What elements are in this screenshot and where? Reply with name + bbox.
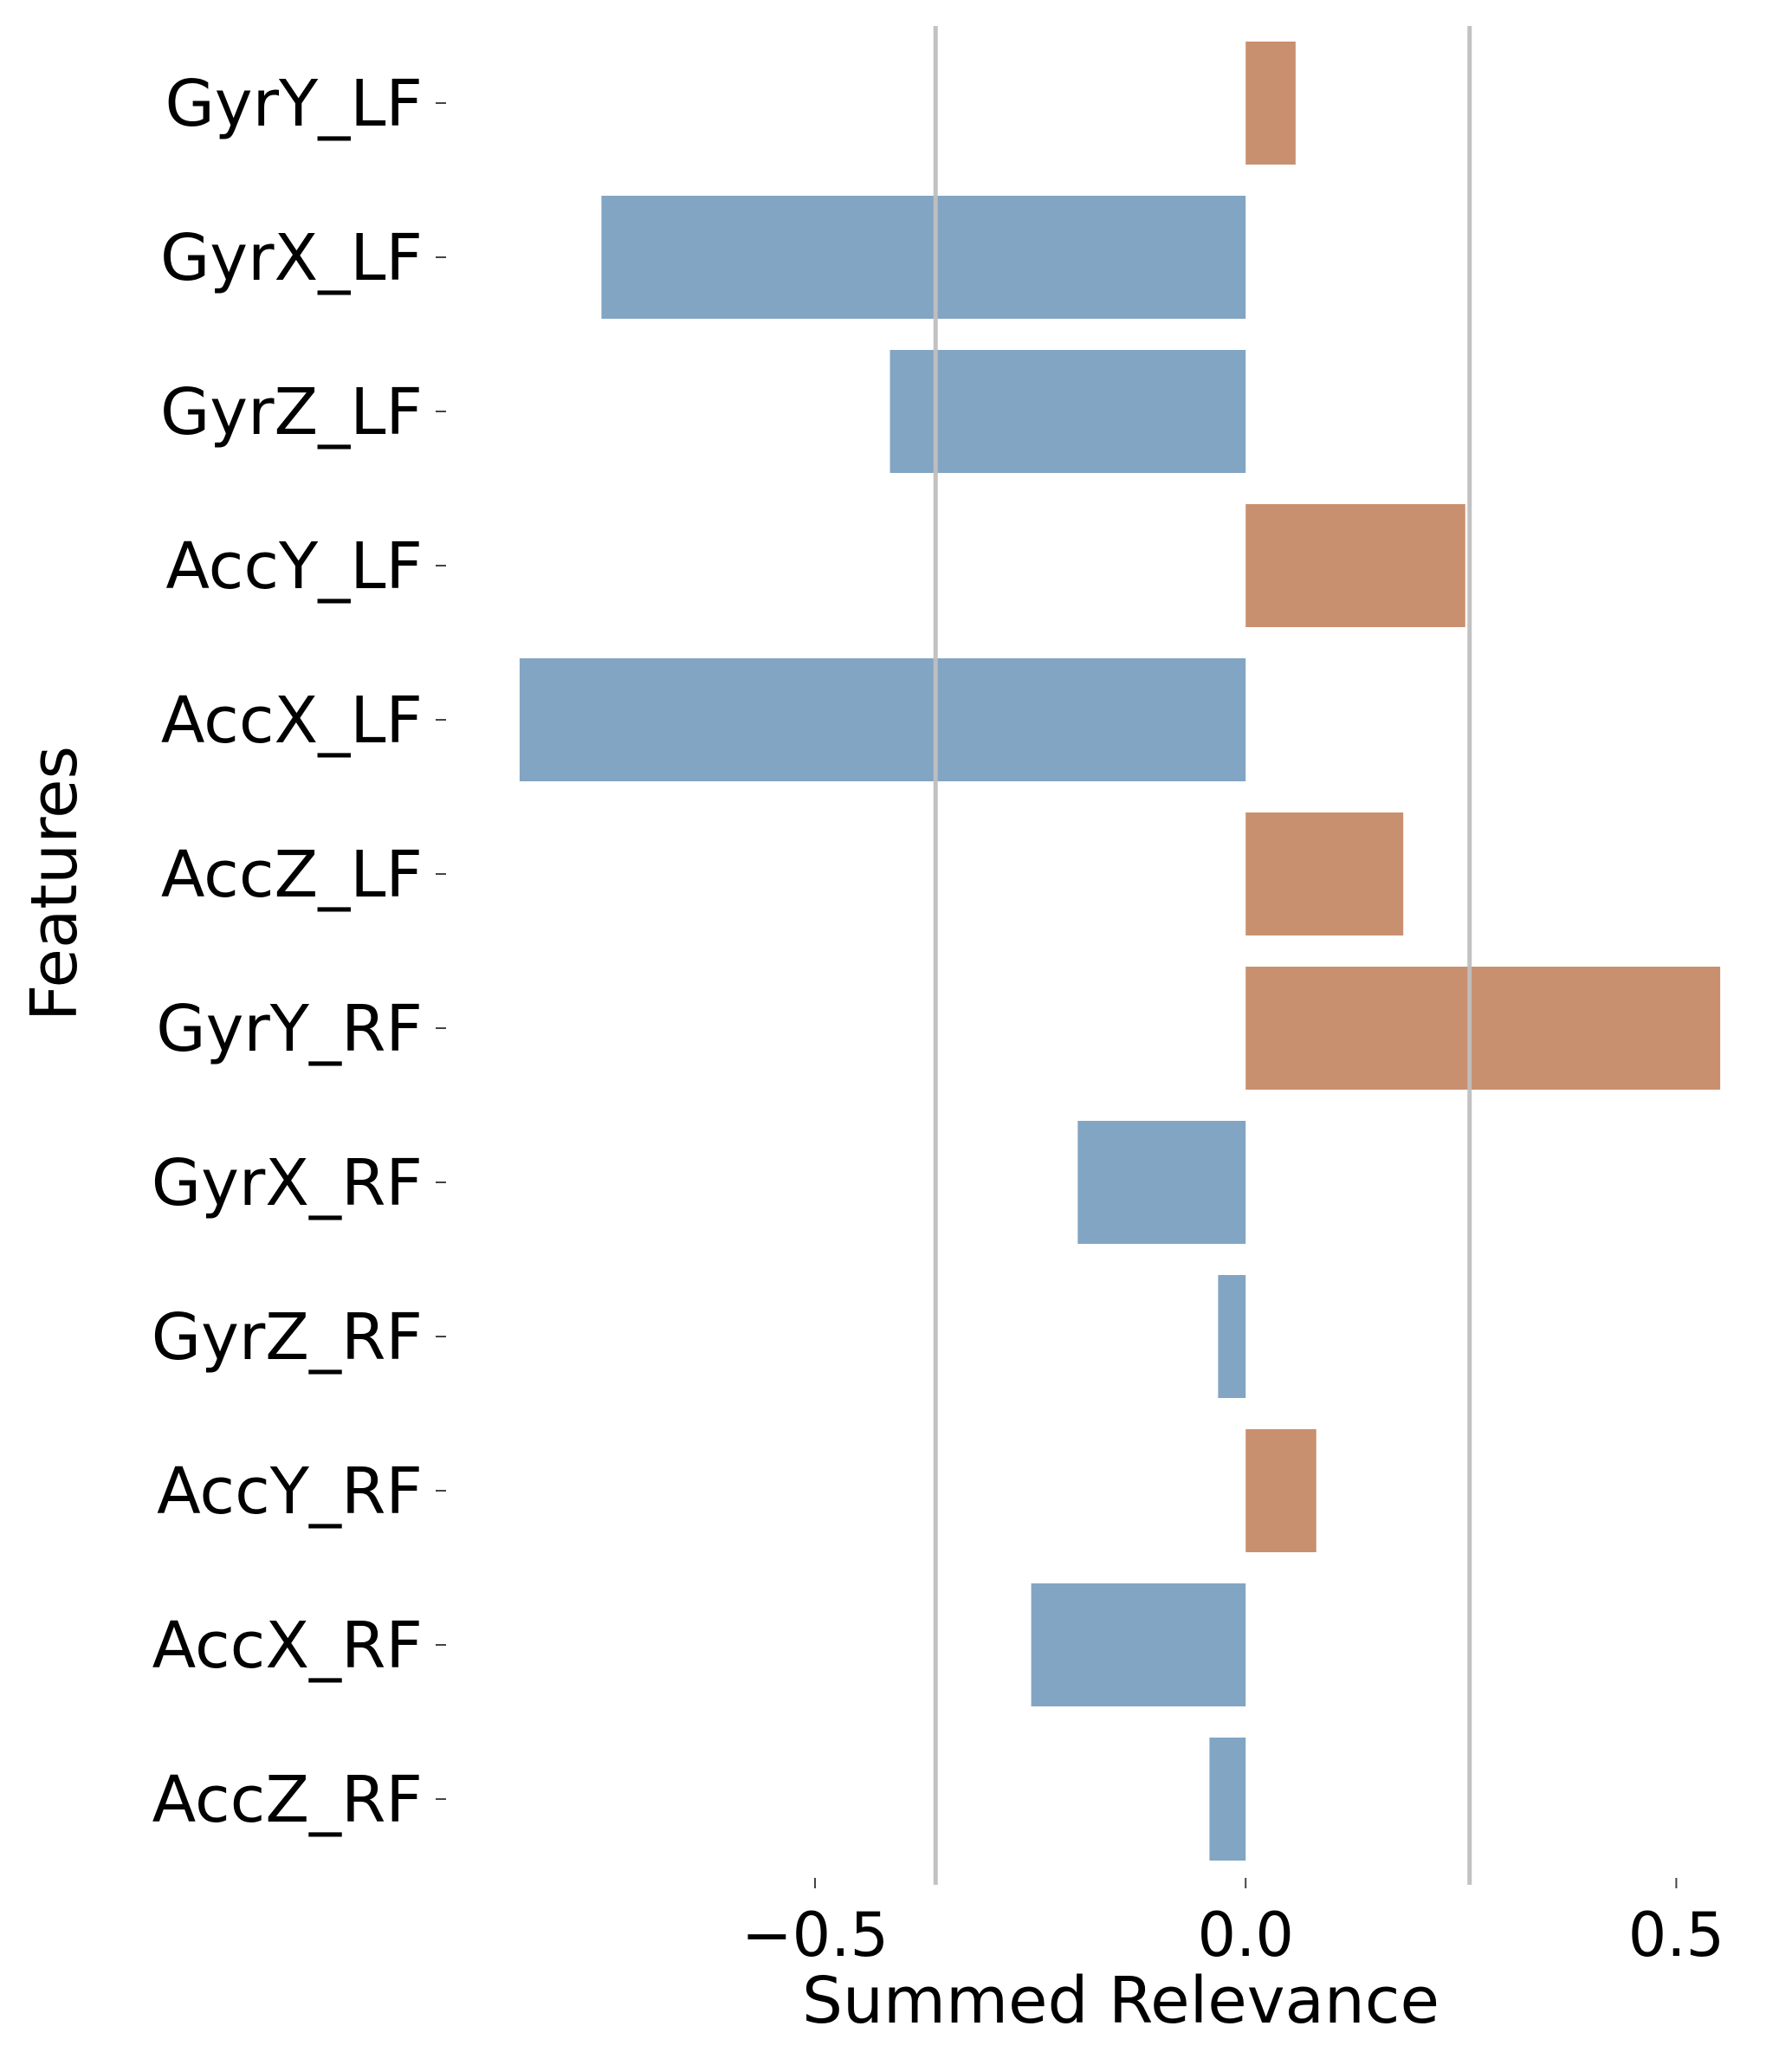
bar-GyrY_LF [1245, 42, 1296, 165]
x-axis-label: Summed Relevance [802, 1964, 1439, 2038]
y-tick-label: AccZ_RF [152, 1763, 423, 1837]
bar-AccY_RF [1245, 1429, 1317, 1552]
y-tick-label: AccX_RF [152, 1609, 423, 1683]
bar-AccY_LF [1245, 504, 1465, 627]
bar-AccZ_LF [1245, 812, 1404, 935]
x-tick-label: −0.5 [741, 1900, 889, 1971]
bar-GyrX_RF [1077, 1121, 1246, 1244]
y-axis-label: Features [17, 746, 92, 1021]
bar-GyrZ_LF [890, 350, 1246, 473]
y-tick-label: AccY_LF [165, 529, 423, 604]
y-axis: GyrY_LF GyrX_LF GyrZ_LF AccY_LF AccX_LF AccZ_… [152, 67, 446, 1837]
y-tick-label: GyrY_LF [165, 67, 423, 141]
bar-AccZ_RF [1209, 1738, 1246, 1861]
y-tick-label: AccX_LF [161, 683, 423, 758]
bars-layer [519, 42, 1721, 1861]
bar-GyrZ_RF [1218, 1275, 1246, 1398]
y-tick-label: GyrZ_RF [152, 1300, 423, 1375]
y-tick-label: GyrX_RF [152, 1146, 423, 1220]
x-axis: −0.5 0.0 0.5 [741, 1878, 1724, 1971]
bar-GyrX_LF [601, 196, 1246, 319]
bar-AccX_LF [519, 658, 1246, 781]
reference-lines-layer [933, 26, 1472, 1885]
bar-AccX_RF [1031, 1583, 1246, 1706]
y-tick-label: GyrX_LF [160, 221, 423, 295]
x-tick-label: 0.5 [1628, 1900, 1724, 1971]
y-tick-label: AccZ_LF [161, 838, 423, 912]
x-tick-label: 0.0 [1198, 1900, 1294, 1971]
bar-GyrY_RF [1245, 967, 1721, 1090]
y-tick-label: AccY_RF [157, 1454, 423, 1529]
y-tick-label: GyrZ_LF [160, 375, 423, 450]
y-tick-label: GyrY_RF [156, 992, 423, 1066]
